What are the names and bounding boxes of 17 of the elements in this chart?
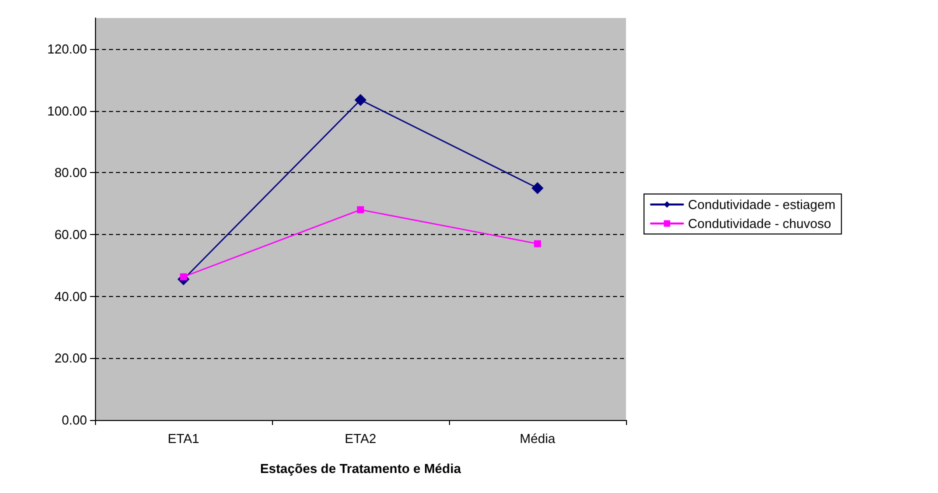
x-tick-label: Média [520, 431, 556, 446]
y-tick-label: 80.00 [54, 165, 87, 180]
point [532, 182, 544, 194]
legend-label: Condutividade - chuvoso [688, 216, 832, 231]
x-tick-label: ETA2 [344, 431, 376, 446]
y-tick-label: 100.00 [47, 103, 87, 118]
y-tick-label: 40.00 [54, 288, 87, 304]
y-tick-label: 120.00 [47, 41, 87, 56]
point [357, 206, 364, 214]
y-tick-label: 60.00 [54, 226, 87, 242]
x-tick-label: ETA1 [168, 431, 200, 446]
point [534, 240, 541, 248]
x-axis-title: Estações de Tratamento e Média [260, 461, 462, 476]
y-tick-label: 0.00 [62, 412, 87, 428]
y-tick-label: 20.00 [54, 350, 87, 366]
point [354, 94, 366, 106]
legend-label: Condutividade - estiagem [688, 197, 836, 212]
